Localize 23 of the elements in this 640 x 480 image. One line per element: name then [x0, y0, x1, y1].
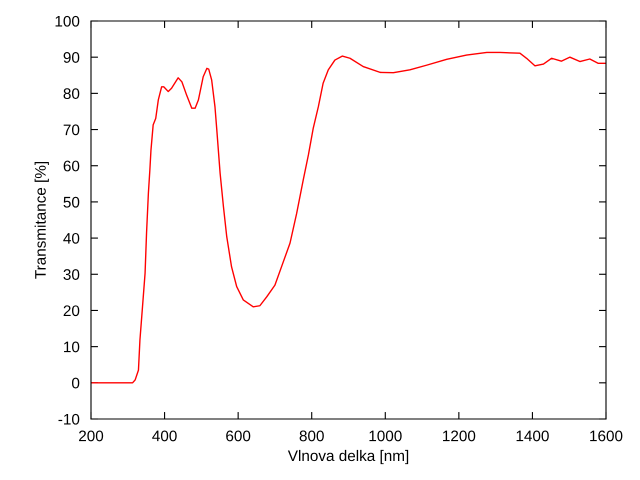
x-tick-label: 1600 [590, 430, 622, 442]
y-tick-label: 0 [72, 378, 80, 389]
y-tick-label: 90 [64, 52, 80, 63]
x-tick-label: 800 [300, 430, 324, 442]
x-tick-label: 1200 [443, 430, 476, 442]
y-tick-label: 10 [64, 342, 80, 352]
y-tick-label: 60 [64, 160, 80, 172]
y-tick-label: 20 [64, 305, 80, 316]
x-tick-label: 400 [152, 430, 177, 442]
y-tick-label: -10 [58, 414, 80, 425]
x-tick-label: 1000 [369, 430, 402, 442]
y-tick-label: 50 [64, 196, 80, 208]
y-tick-label: 70 [64, 124, 80, 136]
x-tick-label: 200 [79, 430, 104, 442]
y-tick-label: 40 [63, 232, 80, 244]
y-axis-title: Transmitance [%] [34, 162, 49, 279]
y-tick-label: 80 [64, 88, 80, 100]
x-tick-label: 600 [226, 430, 250, 442]
x-tick-label: 1400 [516, 430, 549, 442]
y-tick-label: 30 [63, 269, 80, 280]
x-axis-title: Vlnova delka [nm] [288, 450, 408, 464]
y-tick-label: 100 [56, 16, 80, 27]
line-series [91, 52, 606, 384]
